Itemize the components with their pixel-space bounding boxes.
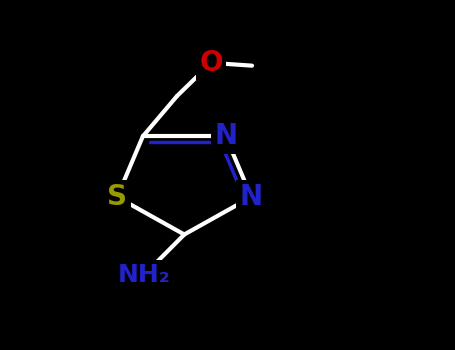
Text: N: N (214, 122, 238, 150)
Text: N: N (240, 183, 263, 211)
Text: O: O (199, 49, 223, 77)
Text: S: S (107, 183, 127, 211)
Text: NH₂: NH₂ (118, 263, 171, 287)
